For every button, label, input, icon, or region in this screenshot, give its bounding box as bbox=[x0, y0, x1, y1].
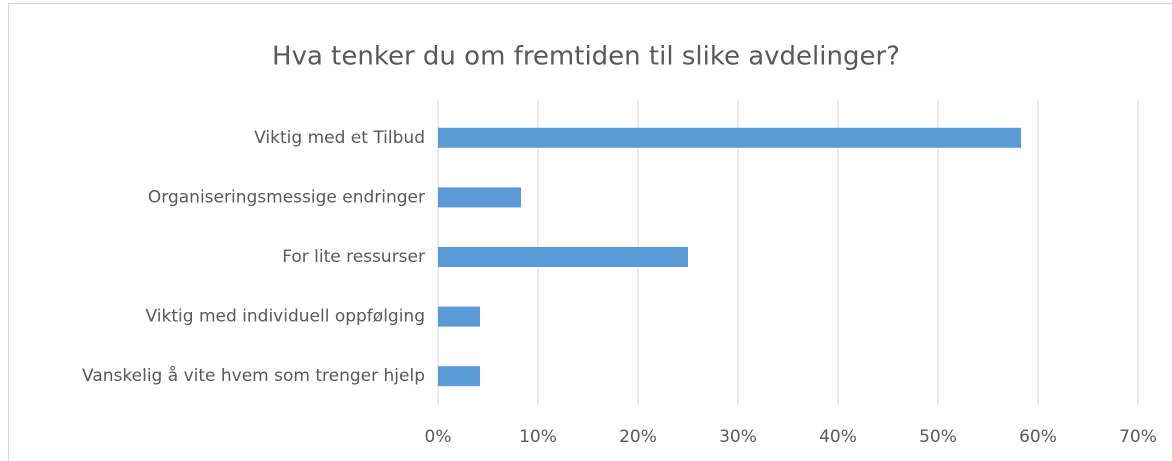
bar bbox=[438, 187, 521, 208]
chart-title: Hva tenker du om fremtiden til slike avd… bbox=[272, 42, 900, 72]
x-tick-label: 70% bbox=[1119, 427, 1157, 447]
bar bbox=[438, 366, 480, 387]
y-tick-label: For lite ressurser bbox=[282, 247, 425, 267]
y-tick-label: Vanskelig å vite hvem som trenger hjelp bbox=[82, 365, 425, 386]
x-tick-label: 10% bbox=[519, 427, 557, 447]
x-tick-label: 30% bbox=[719, 427, 757, 447]
y-tick-label: Organiseringsmessige endringer bbox=[148, 187, 425, 207]
bar bbox=[438, 247, 688, 267]
bar bbox=[438, 127, 1021, 148]
y-tick-label: Viktig med et Tilbud bbox=[254, 128, 425, 148]
x-tick-label: 0% bbox=[425, 427, 452, 447]
x-tick-label: 50% bbox=[919, 427, 957, 447]
bar bbox=[438, 306, 480, 327]
x-tick-label: 20% bbox=[619, 427, 657, 447]
chart-frame bbox=[8, 3, 1172, 461]
x-tick-label: 40% bbox=[819, 427, 857, 447]
x-tick-label: 60% bbox=[1019, 427, 1057, 447]
y-tick-label: Viktig med individuell oppfølging bbox=[146, 307, 425, 327]
